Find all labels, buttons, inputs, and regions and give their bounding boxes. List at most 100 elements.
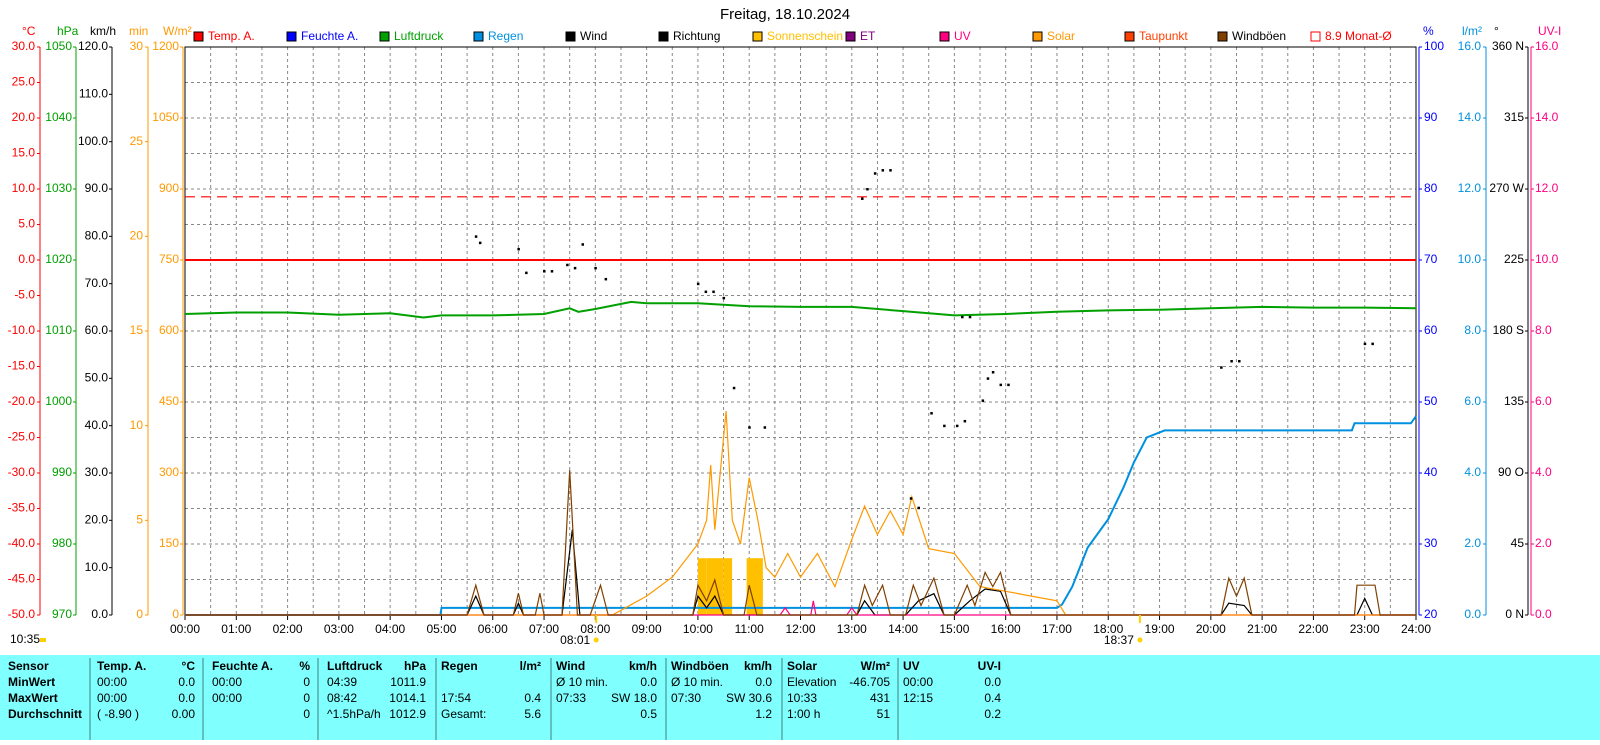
x-tick-label: 08:00 <box>580 622 610 636</box>
direction-dot <box>981 399 985 402</box>
table-header: km/h <box>629 659 657 673</box>
table-background <box>0 655 1600 740</box>
x-tick-label: 16:00 <box>991 622 1021 636</box>
table-header: UV-I <box>978 659 1001 673</box>
y-tick-label: -35.0 <box>8 501 36 515</box>
table-header: % <box>299 659 310 673</box>
legend-swatch <box>193 31 204 42</box>
table-header: W/m² <box>861 659 890 673</box>
y-tick-label: 70.0 <box>85 276 109 290</box>
x-tick-label: 12:00 <box>785 622 815 636</box>
direction-dot <box>917 506 920 510</box>
direction-dot <box>763 426 767 429</box>
direction-dot <box>474 235 478 238</box>
y-tick-label: 990 <box>52 465 72 479</box>
legend-swatch <box>1217 31 1228 42</box>
table-cell: SW 18.0 <box>611 691 657 705</box>
table-cell: 00:00 <box>212 675 242 689</box>
y-tick-label: 100.0 <box>78 134 108 148</box>
y-tick-label: 315 <box>1504 110 1524 124</box>
direction-dot <box>968 315 972 319</box>
sun-time: 18:37 <box>1104 633 1134 647</box>
table-cell: 0 <box>303 691 310 705</box>
table-cell: 0.5 <box>640 707 657 721</box>
direction-dot <box>543 270 546 273</box>
x-tick-label: 18:00 <box>1093 622 1123 636</box>
x-tick-label: 05:00 <box>426 622 456 636</box>
table-cell: ( -8.90 ) <box>97 707 139 721</box>
direction-dot <box>604 277 608 281</box>
axis-unit: UV-I <box>1538 24 1561 38</box>
y-tick-label: 5.0 <box>18 217 35 231</box>
y-tick-label: 90.0 <box>85 181 109 195</box>
y-tick-label: 20.0 <box>85 513 109 527</box>
x-tick-label: 13:00 <box>837 622 867 636</box>
direction-dot <box>748 426 751 429</box>
axis-unit: ° <box>1494 24 1499 38</box>
corner-marker <box>40 638 46 642</box>
table-cell: Durchschnitt <box>8 707 82 721</box>
y-tick-label: -25.0 <box>8 430 36 444</box>
y-tick-label: 80 <box>1424 181 1438 195</box>
y-tick-label: 0.0 <box>1535 607 1552 621</box>
table-cell: 07:33 <box>556 691 586 705</box>
y-tick-label: 15 <box>130 323 144 337</box>
y-tick-label: 0 <box>136 607 143 621</box>
y-tick-label: 270 W <box>1489 181 1524 195</box>
sunshine-bar <box>706 558 716 615</box>
table-header: Feuchte A. <box>212 659 273 673</box>
y-tick-label: 20 <box>130 229 144 243</box>
x-tick-label: 22:00 <box>1298 622 1328 636</box>
y-tick-label: 12.0 <box>1535 181 1559 195</box>
y-tick-label: 50 <box>1424 394 1438 408</box>
table-header: Regen <box>441 659 478 673</box>
legend-swatch <box>565 31 576 42</box>
direction-dot <box>986 377 990 380</box>
sunshine-bar <box>746 558 756 615</box>
direction-dot <box>550 270 554 273</box>
direction-dot <box>696 282 700 286</box>
y-tick-label: 8.0 <box>1464 323 1481 337</box>
y-tick-label: 225 <box>1504 252 1524 266</box>
y-tick-label: 30.0 <box>85 465 109 479</box>
table-cell: 08:42 <box>327 691 357 705</box>
direction-dot <box>909 497 913 500</box>
legend-label: 8.9 Monat-Ø <box>1325 29 1392 43</box>
legend-swatch <box>1032 31 1043 42</box>
table-cell: Ø 10 min. <box>671 675 723 689</box>
direction-dot <box>999 383 1003 387</box>
direction-dot <box>566 263 569 267</box>
y-tick-label: 1040 <box>45 110 72 124</box>
table-header: Temp. A. <box>97 659 146 673</box>
x-tick-label: 11:00 <box>735 622 764 636</box>
legend-swatch <box>286 31 297 42</box>
y-tick-label: 45 <box>1511 536 1525 550</box>
y-tick-label: 2.0 <box>1535 536 1552 550</box>
y-tick-label: -30.0 <box>8 465 36 479</box>
sun-time: 08:01 <box>560 633 590 647</box>
table-header: Sensor <box>8 659 49 673</box>
y-tick-label: 15.0 <box>12 146 36 160</box>
y-tick-label: 1010 <box>45 323 72 337</box>
y-tick-label: 135 <box>1504 394 1524 408</box>
y-tick-label: 360 N <box>1492 39 1524 53</box>
sun-icon <box>1137 637 1143 643</box>
table-header: l/m² <box>520 659 541 673</box>
y-tick-label: 600 <box>159 323 179 337</box>
legend-swatch <box>752 31 763 42</box>
y-tick-label: 1020 <box>45 252 72 266</box>
series-line <box>185 410 1416 616</box>
series-line <box>184 300 1417 319</box>
direction-dot <box>478 241 482 245</box>
table-cell: 0.0 <box>984 675 1001 689</box>
y-tick-label: 30 <box>130 39 144 53</box>
y-tick-label: 0 N <box>1505 607 1524 621</box>
legend-label: Wind <box>580 29 607 43</box>
direction-dot <box>573 266 577 270</box>
table-cell: MinWert <box>8 675 55 689</box>
axis-unit: km/h <box>90 24 116 38</box>
y-tick-label: 50.0 <box>85 371 109 385</box>
direction-dot <box>581 243 585 246</box>
y-tick-label: 4.0 <box>1464 465 1481 479</box>
table-cell: Ø 10 min. <box>556 675 608 689</box>
